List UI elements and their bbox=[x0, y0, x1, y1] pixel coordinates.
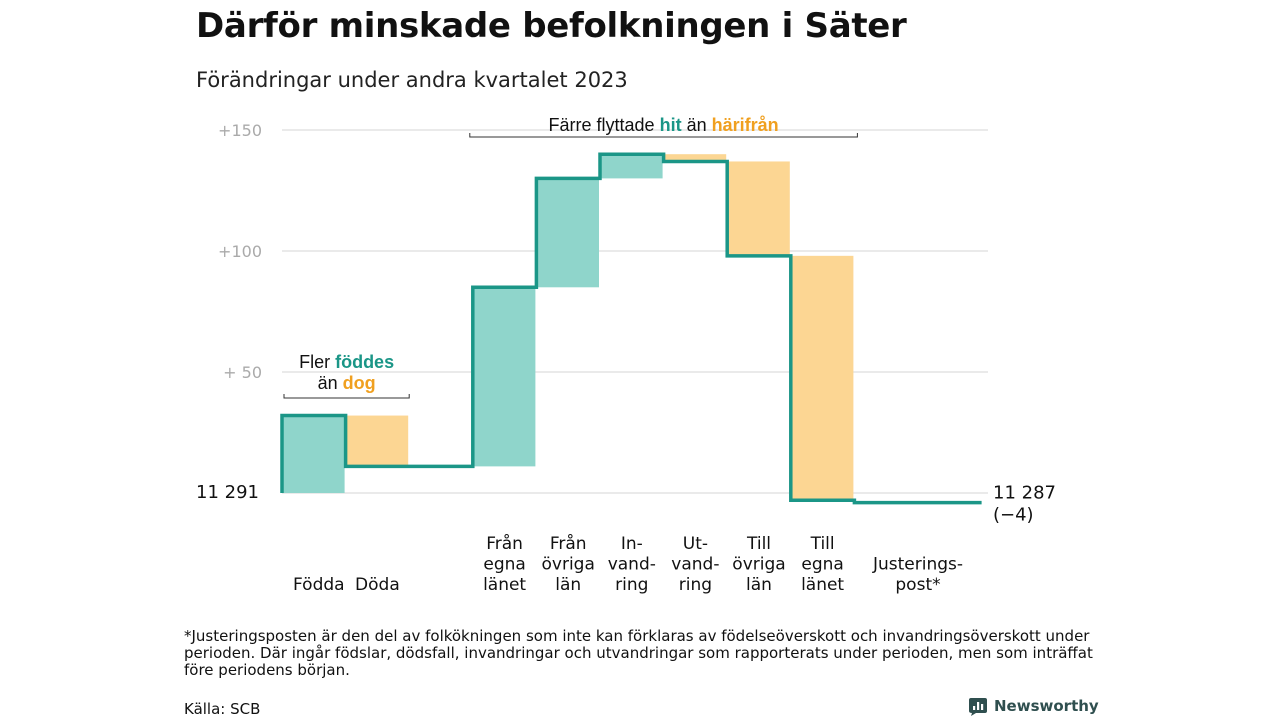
category-label-fran_ovriga: Från övriga län bbox=[542, 533, 595, 595]
category-label-doda: Döda bbox=[355, 575, 400, 595]
births-annotation: Fler föddes bbox=[299, 352, 394, 372]
end-value-label: 11 287 bbox=[993, 483, 1056, 504]
y-tick-label: +150 bbox=[218, 121, 262, 140]
start-value-label: 11 291 bbox=[196, 482, 259, 503]
bar-fran_ovriga bbox=[537, 178, 599, 288]
footnote: *Justeringsposten är den del av folkökni… bbox=[184, 627, 1093, 679]
category-label-utvandring: Ut-vand-ring bbox=[671, 534, 719, 595]
brand-name: Newsworthy bbox=[994, 697, 1099, 715]
y-tick-label: +100 bbox=[218, 242, 262, 261]
newsworthy-logo[interactable]: Newsworthy bbox=[968, 696, 1099, 716]
y-tick-label: + 50 bbox=[223, 363, 262, 382]
bar-fran_egna bbox=[473, 287, 536, 467]
bar-fodda bbox=[283, 415, 345, 493]
bar-utvandring bbox=[664, 154, 727, 162]
category-label-fodda: Födda bbox=[293, 575, 345, 595]
bar-till_ovriga bbox=[728, 161, 790, 256]
births-bracket bbox=[283, 394, 410, 399]
cumulative-step-line bbox=[280, 152, 982, 505]
bar-chart-logo-icon bbox=[969, 698, 987, 716]
chart-title: Därför minskade befolkningen i Säter bbox=[196, 6, 907, 46]
category-label-till_ovriga: Till övriga län bbox=[732, 534, 785, 595]
chart-subtitle: Förändringar under andra kvartalet 2023 bbox=[196, 68, 628, 92]
end-change-label: (−4) bbox=[993, 505, 1034, 526]
category-label-invandring: In-vand-ring bbox=[608, 534, 656, 595]
bar-invandring bbox=[601, 154, 663, 179]
source-text: Källa: SCB bbox=[184, 700, 261, 718]
moves-bracket bbox=[469, 133, 858, 138]
moves-annotation: Färre flyttade hit än härifrån bbox=[549, 115, 779, 135]
category-label-fran_egna: Från egna länet bbox=[483, 533, 526, 595]
bar-till_egna bbox=[791, 255, 854, 501]
bar-doda bbox=[346, 415, 409, 467]
category-label-till_egna: Till egna länet bbox=[801, 534, 844, 595]
births-annotation-line2: än dog bbox=[318, 373, 376, 393]
category-label-justering: Justerings-post* bbox=[872, 555, 963, 596]
